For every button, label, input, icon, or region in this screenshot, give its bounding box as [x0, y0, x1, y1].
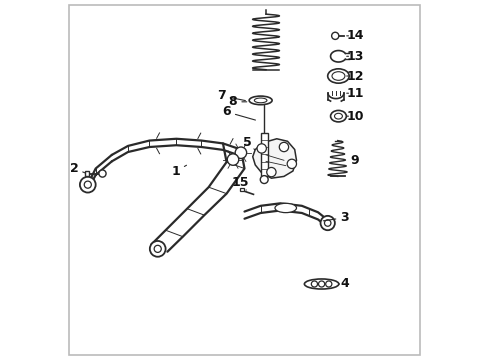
Circle shape [266, 167, 276, 177]
Text: 8: 8 [228, 95, 237, 108]
Text: 12: 12 [346, 69, 363, 82]
Circle shape [257, 144, 266, 153]
Ellipse shape [318, 281, 324, 287]
Circle shape [84, 181, 91, 188]
Text: 9: 9 [350, 154, 359, 167]
Text: 11: 11 [346, 87, 363, 100]
Ellipse shape [254, 98, 266, 103]
Text: 1: 1 [172, 165, 181, 177]
Bar [85, 171, 89, 176]
Text: 2: 2 [70, 162, 79, 175]
Text: 6: 6 [222, 105, 230, 118]
Text: 5: 5 [243, 136, 251, 149]
Circle shape [154, 245, 161, 252]
Circle shape [149, 241, 165, 257]
Text: 4: 4 [340, 277, 348, 290]
Circle shape [227, 154, 238, 165]
Text: 13: 13 [346, 50, 363, 63]
Text: 14: 14 [346, 29, 363, 42]
Circle shape [286, 159, 296, 168]
Circle shape [99, 170, 106, 177]
Ellipse shape [274, 203, 296, 213]
Text: 10: 10 [346, 110, 363, 123]
Circle shape [80, 177, 96, 193]
Ellipse shape [304, 279, 338, 289]
Circle shape [235, 147, 246, 158]
Polygon shape [252, 139, 296, 178]
Ellipse shape [325, 281, 331, 287]
Circle shape [324, 220, 330, 226]
Ellipse shape [331, 72, 344, 80]
Circle shape [279, 142, 288, 152]
Ellipse shape [311, 281, 317, 287]
Circle shape [331, 32, 338, 40]
Circle shape [260, 176, 267, 184]
Ellipse shape [330, 111, 346, 122]
Ellipse shape [327, 69, 348, 83]
Ellipse shape [249, 96, 271, 105]
Text: 7: 7 [216, 89, 225, 102]
Bar [260, 134, 267, 176]
Text: 15: 15 [231, 176, 248, 189]
Ellipse shape [334, 113, 342, 119]
Circle shape [320, 216, 334, 230]
Text: 3: 3 [340, 211, 348, 224]
Bar [239, 188, 244, 191]
